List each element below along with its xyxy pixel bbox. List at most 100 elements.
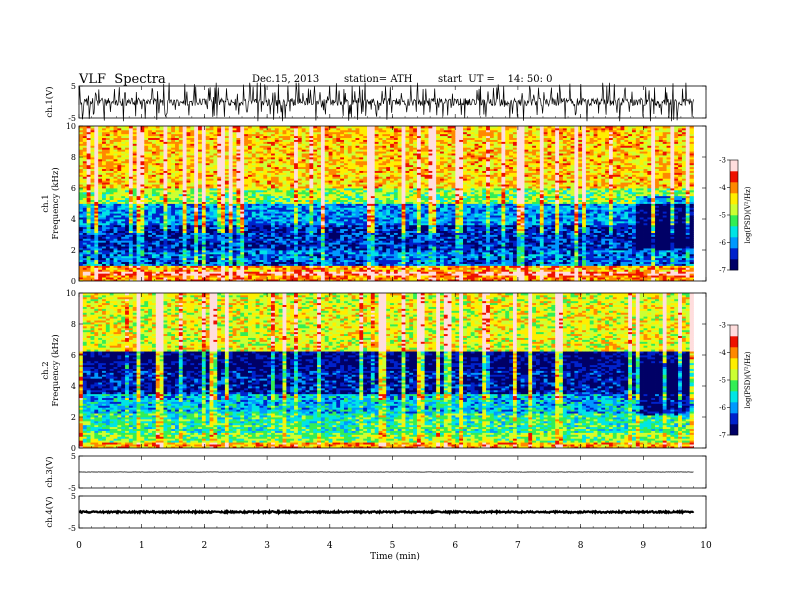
spectrogram-cell <box>79 205 84 208</box>
spectrogram-cell <box>82 279 88 281</box>
spectrogram-cell <box>209 160 214 164</box>
spectrogram-cell <box>136 174 141 177</box>
spectrogram-cell <box>190 265 195 268</box>
spectrogram-cell <box>175 189 180 193</box>
spectrogram-cell <box>155 143 161 146</box>
spectrogram-cell <box>159 220 164 224</box>
spectrogram-cell <box>205 222 210 226</box>
spectrogram-cell <box>194 199 199 202</box>
spectrogram-cell <box>113 236 118 239</box>
spectrogram-cell <box>186 133 191 137</box>
spectrogram-cell <box>221 240 226 243</box>
spectrogram-cell <box>79 234 84 237</box>
spectrogram-cell <box>182 129 187 133</box>
spectrogram-cell <box>217 164 222 168</box>
spectrogram-cell <box>128 255 134 259</box>
spectrogram-cell <box>144 275 149 278</box>
spectrogram-cell <box>86 279 91 281</box>
spectrogram-cell <box>125 253 130 257</box>
spectrogram-cell <box>213 186 218 189</box>
spectrogram-cell <box>132 195 138 199</box>
spectrogram-cell <box>205 246 210 249</box>
spectrogram-cell <box>224 269 230 272</box>
spectrogram-cell <box>151 139 157 142</box>
spectrogram-cell <box>209 135 214 139</box>
spectrogram-cell <box>205 186 210 189</box>
spectrogram-cell <box>128 166 134 170</box>
spectrogram-cell <box>205 251 210 255</box>
spectrogram-cell <box>155 209 161 212</box>
spectrogram-cell <box>82 126 88 129</box>
spectrogram-cell <box>205 226 210 230</box>
spectrogram-cell <box>125 265 130 268</box>
spectrogram-cell <box>178 188 184 191</box>
spectrogram-cell <box>213 164 218 168</box>
spectrogram-cell <box>159 129 164 133</box>
spectrogram-cell <box>125 279 130 281</box>
spectrogram-cell <box>121 257 126 261</box>
spectrogram-cell <box>132 155 138 158</box>
spectrogram-cell <box>198 248 203 251</box>
spectrogram-cell <box>125 251 130 255</box>
spectrogram-cell <box>182 251 187 255</box>
spectrogram-cell <box>190 170 195 173</box>
spectrogram-cell <box>136 176 141 179</box>
spectrogram-cell <box>155 242 161 245</box>
spectrogram-cell <box>217 246 222 249</box>
spectrogram-cell <box>155 158 161 162</box>
spectrogram-cell <box>105 273 111 276</box>
spectrogram-cell <box>167 253 172 257</box>
spectrogram-cell <box>224 242 230 245</box>
spectrogram-cell <box>190 201 195 204</box>
spectrogram-cell <box>136 224 141 228</box>
spectrogram-cell <box>148 222 153 226</box>
spectrogram-cell <box>217 193 222 197</box>
spectrogram-cell <box>82 242 88 245</box>
spectrogram-cell <box>190 162 195 166</box>
spectrogram-cell <box>175 129 180 133</box>
spectrogram-cell <box>140 199 145 202</box>
spectrogram-cell <box>224 271 230 274</box>
spectrogram-cell <box>221 209 226 212</box>
spectrogram-cell <box>86 189 91 193</box>
spectrogram-cell <box>102 240 107 243</box>
spectrogram-cell <box>175 131 180 135</box>
spectrogram-cell <box>136 215 141 218</box>
spectrogram-cell <box>201 211 207 214</box>
spectrogram-cell <box>98 153 103 156</box>
spectrogram-cell <box>209 222 214 226</box>
spectrogram-cell <box>98 246 103 249</box>
spectrogram-cell <box>151 174 157 177</box>
spectrogram-cell <box>125 149 130 152</box>
spectrogram-cell <box>90 189 95 193</box>
spectrogram-cell <box>163 236 168 239</box>
spectrogram-cell <box>117 209 122 212</box>
spectrogram-cell <box>171 250 176 253</box>
spectrogram-cell <box>151 143 157 146</box>
spectrogram-cell <box>132 131 138 135</box>
spectrogram-cell <box>109 220 114 224</box>
spectrogram-cell <box>205 234 210 237</box>
spectrogram-cell <box>209 261 214 264</box>
spectrogram-cell <box>128 158 134 162</box>
spectrogram-cell <box>125 195 130 199</box>
spectrogram-cell <box>159 240 164 243</box>
spectrogram-cell <box>198 236 203 239</box>
spectrogram-cell <box>94 242 99 245</box>
spectrogram-cell <box>163 257 168 261</box>
spectrogram-cell <box>213 157 218 160</box>
spectrogram-cell <box>224 211 230 214</box>
spectrogram-cell <box>155 244 161 247</box>
spectrogram-cell <box>136 172 141 175</box>
spectrogram-cell <box>190 147 195 150</box>
spectrogram-cell <box>182 133 187 137</box>
spectrogram-cell <box>182 213 187 216</box>
spectrogram-cell <box>90 242 95 245</box>
spectrogram-cell <box>201 126 207 129</box>
spectrogram-cell <box>209 215 214 218</box>
spectrogram-cell <box>90 265 95 268</box>
spectrogram-cell <box>132 242 138 245</box>
spectrogram-cell <box>86 191 91 195</box>
spectrogram-cell <box>144 211 149 214</box>
spectrogram-cell <box>221 195 226 199</box>
